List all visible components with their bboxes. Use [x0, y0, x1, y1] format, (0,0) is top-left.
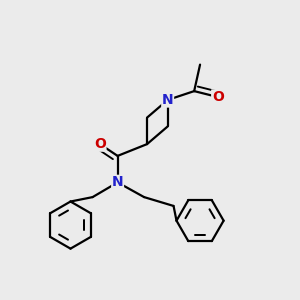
Text: O: O	[94, 137, 106, 151]
Text: N: N	[162, 93, 173, 107]
Text: N: N	[112, 176, 123, 189]
Text: O: O	[212, 90, 224, 104]
